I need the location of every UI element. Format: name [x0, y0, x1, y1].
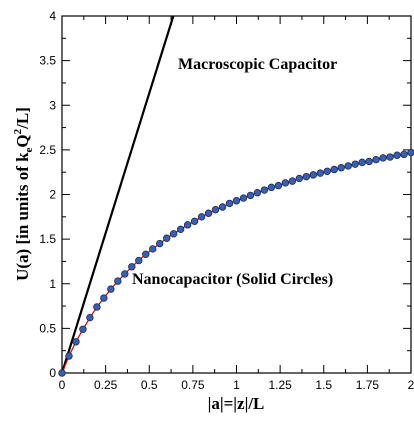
series-1-point — [218, 203, 227, 211]
series-1-point — [365, 157, 373, 166]
y-tick-label: 2 — [49, 188, 56, 202]
series-1-point — [128, 263, 136, 271]
series-1-point — [135, 256, 143, 265]
x-tick-label: 0.25 — [94, 378, 118, 392]
series-1-point — [183, 221, 192, 229]
annotation-macroscopic: Macroscopic Capacitor — [178, 56, 337, 73]
x-tick-label: 2 — [408, 378, 414, 392]
series-1-point — [86, 313, 94, 322]
series-1-point — [176, 225, 185, 234]
series-1-point — [65, 352, 73, 360]
series-1-point — [288, 177, 297, 185]
series-1-point — [93, 303, 101, 311]
series-1-point — [309, 171, 317, 179]
series-1-point — [169, 230, 178, 238]
series-1-point — [351, 160, 359, 168]
series-layer — [58, 15, 414, 377]
series-1-point — [190, 217, 199, 225]
series-1-point — [323, 167, 331, 175]
series-1-point — [372, 155, 380, 164]
series-1-point — [379, 154, 387, 162]
x-tick-label: 1.75 — [356, 378, 380, 392]
series-1-point — [58, 369, 66, 377]
series-1-point — [156, 239, 164, 248]
series-1-point — [358, 158, 366, 167]
x-tick-label: 1.25 — [268, 378, 292, 392]
series-1-point — [246, 191, 255, 200]
series-1-point — [197, 213, 206, 221]
series-1-point — [281, 179, 290, 187]
series-1-point — [344, 162, 352, 170]
y-tick-label: 2.5 — [39, 143, 56, 157]
series-0-line — [60, 15, 175, 374]
series-1-point — [253, 189, 262, 197]
series-1-point — [274, 181, 283, 190]
y-tick-label: 0 — [49, 366, 56, 380]
y-tick-label: 3 — [49, 98, 56, 112]
series-1-point — [204, 209, 213, 217]
x-tick-label: 0 — [59, 378, 66, 392]
y-tick-label: 1.5 — [39, 232, 56, 246]
series-1-point — [72, 338, 80, 346]
x-tick-label: 0.75 — [181, 378, 205, 392]
y-tick-label: 3.5 — [39, 54, 56, 68]
series-1-point — [330, 165, 338, 174]
tick-labels: 0 0.25 0.5 0.75 1 1.25 1.5 1.75 2 0 0.5 1 1.5 2 2.5 3 3.… — [39, 9, 414, 392]
series-1-point — [295, 174, 304, 183]
y-tick-label: 0.5 — [39, 321, 56, 335]
y-tick-label: 4 — [49, 9, 56, 23]
series-1-point — [225, 199, 234, 208]
y-axis-title: U(a) [in units of keQ2/L] — [12, 107, 35, 281]
ticks — [61, 15, 412, 374]
series-1-point — [232, 197, 241, 205]
series-1-point — [316, 169, 324, 177]
x-tick-label: 0.5 — [141, 378, 158, 392]
series-1-point — [114, 277, 122, 285]
y-tick-label: 1 — [49, 277, 56, 291]
series-1-point — [400, 150, 408, 159]
series-1-line — [61, 151, 412, 374]
series-1-point — [149, 245, 157, 253]
series-1-point — [100, 294, 108, 302]
series-1-point — [79, 325, 87, 333]
series-1-point — [239, 194, 248, 202]
series-1-point — [302, 172, 310, 181]
series-1-point — [407, 148, 414, 157]
series-1-point — [393, 151, 401, 159]
series-1-point — [162, 234, 171, 242]
series-1-point — [121, 270, 129, 278]
annotation-nanocapacitor: Nanocapacitor (Solid Circles) — [132, 271, 333, 288]
x-tick-label: 1 — [233, 378, 240, 392]
series-1-point — [267, 183, 276, 192]
series-1-point — [142, 250, 150, 258]
series-1-point — [260, 186, 269, 194]
series-1-point — [107, 285, 115, 293]
series-1-point — [337, 164, 345, 172]
x-tick-label: 1.5 — [315, 378, 332, 392]
series-1-point — [211, 205, 220, 214]
series-1-point — [386, 153, 394, 161]
x-axis-title: |a|=|z|/L — [208, 394, 265, 413]
